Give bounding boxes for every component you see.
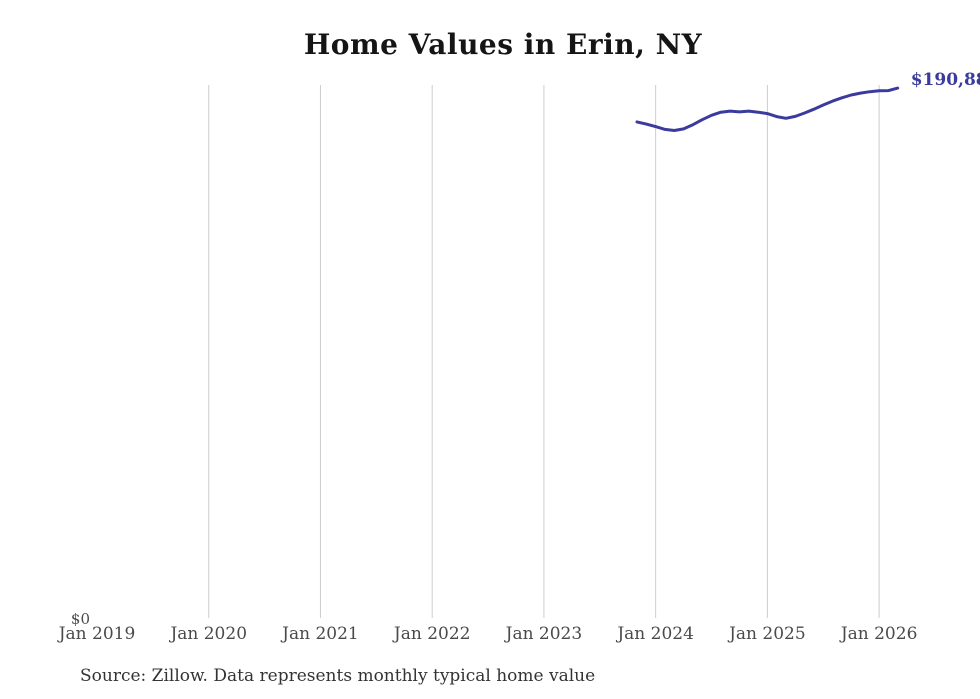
x-tick-label-jan-2022: Jan 2022: [392, 624, 471, 644]
x-tick-label-jan-2026: Jan 2026: [839, 624, 918, 644]
x-tick-label-jan-2021: Jan 2021: [280, 624, 359, 644]
x-tick-label-jan-2025: Jan 2025: [727, 624, 806, 644]
source-note: Source: Zillow. Data represents monthly …: [80, 666, 596, 686]
home-value-line: [635, 86, 900, 132]
chart-title: Home Values in Erin, NY: [303, 28, 703, 61]
latest-value-label: $190,888: [911, 70, 980, 90]
y-axis-zero-label: $0: [71, 610, 90, 628]
x-tick-label-jan-2024: Jan 2024: [615, 624, 694, 644]
x-tick-label-jan-2020: Jan 2020: [168, 624, 247, 644]
x-tick-label-jan-2019: Jan 2019: [57, 624, 136, 644]
x-tick-label-jan-2023: Jan 2023: [504, 624, 583, 644]
